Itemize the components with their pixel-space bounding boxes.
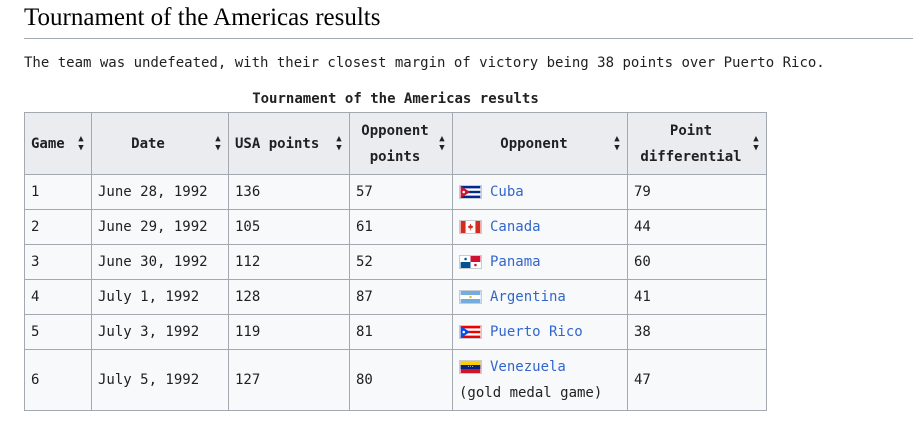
cell-opponent: Canada <box>452 209 628 245</box>
cell-opponent-points: 87 <box>349 279 453 315</box>
cell-opponent: Cuba <box>452 174 628 210</box>
header-row: Game ▲ ▼ Date ▲ ▼ USA points ▲ ▼ Opponent p… <box>24 112 767 175</box>
cell-opponent-points: 57 <box>349 174 453 210</box>
sort-icon[interactable]: ▲ ▼ <box>614 133 620 153</box>
cell-game: 3 <box>24 244 92 280</box>
cell-opponent: Panama <box>452 244 628 280</box>
cell-game: 2 <box>24 209 92 245</box>
results-table: Game ▲ ▼ Date ▲ ▼ USA points ▲ ▼ Opponent p… <box>24 112 767 411</box>
cell-opponent: Argentina <box>452 279 628 315</box>
table-row: 3 June 30, 1992 112 52 Panama 60 <box>24 244 767 280</box>
cell-usa-points: 128 <box>228 279 350 315</box>
sort-icon[interactable]: ▲ ▼ <box>336 133 342 153</box>
cell-date: June 30, 1992 <box>91 244 229 280</box>
intro-paragraph: The team was undefeated, with their clos… <box>24 55 825 71</box>
header-game-label: Game <box>31 135 65 152</box>
cell-opponent: Venezuela (gold medal game) <box>452 349 628 411</box>
cell-game: 5 <box>24 314 92 350</box>
cell-date: June 29, 1992 <box>91 209 229 245</box>
opponent-link[interactable]: Cuba <box>490 184 524 200</box>
cell-date: July 3, 1992 <box>91 314 229 350</box>
puerto-rico-flag-icon <box>459 325 482 339</box>
cell-opponent-points: 61 <box>349 209 453 245</box>
sort-icon[interactable]: ▲ ▼ <box>215 133 221 153</box>
cell-point-differential: 41 <box>627 279 767 315</box>
cell-usa-points: 136 <box>228 174 350 210</box>
cell-point-differential: 38 <box>627 314 767 350</box>
panama-flag-icon <box>459 255 482 269</box>
sort-icon[interactable]: ▲ ▼ <box>439 133 445 153</box>
sort-icon[interactable]: ▲ ▼ <box>78 133 84 153</box>
opponent-link[interactable]: Venezuela <box>490 359 566 375</box>
header-usa-points-label: USA points <box>235 135 320 152</box>
section-heading: Tournament of the Americas results <box>24 2 913 39</box>
canada-flag-icon <box>459 220 482 234</box>
table-row: 2 June 29, 1992 105 61 Canada 44 <box>24 209 767 245</box>
venezuela-flag-icon <box>459 360 482 374</box>
cell-date: July 5, 1992 <box>91 349 229 411</box>
cell-opponent: Puerto Rico <box>452 314 628 350</box>
cell-game: 1 <box>24 174 92 210</box>
sort-icon[interactable]: ▲ ▼ <box>753 133 759 153</box>
cell-opponent-points: 52 <box>349 244 453 280</box>
opponent-link[interactable]: Argentina <box>490 289 566 305</box>
table-caption: Tournament of the Americas results <box>252 91 539 107</box>
table-row: 6 July 5, 1992 127 80 Venezuela (gold me… <box>24 349 767 411</box>
cuba-flag-icon <box>459 185 482 199</box>
header-opponent-points-label: Opponent points <box>361 118 428 170</box>
cell-point-differential: 60 <box>627 244 767 280</box>
header-point-differential-line1: Point <box>669 122 713 139</box>
header-opponent-points-line2: points <box>369 148 421 165</box>
cell-usa-points: 112 <box>228 244 350 280</box>
header-opponent-label: Opponent <box>500 135 568 152</box>
table-row: 1 June 28, 1992 136 57 Cuba 79 <box>24 174 767 210</box>
cell-point-differential: 79 <box>627 174 767 210</box>
cell-point-differential: 44 <box>627 209 767 245</box>
opponent-link[interactable]: Canada <box>490 219 541 235</box>
column-header-game[interactable]: Game ▲ ▼ <box>24 112 92 175</box>
cell-date: July 1, 1992 <box>91 279 229 315</box>
header-date-label: Date <box>131 135 165 152</box>
cell-point-differential: 47 <box>627 349 767 411</box>
cell-usa-points: 105 <box>228 209 350 245</box>
cell-game: 6 <box>24 349 92 411</box>
column-header-usa-points[interactable]: USA points ▲ ▼ <box>228 112 350 175</box>
opponent-note: (gold medal game) <box>459 385 603 401</box>
column-header-date[interactable]: Date ▲ ▼ <box>91 112 229 175</box>
argentina-flag-icon <box>459 290 482 304</box>
header-point-differential-line2: differential <box>640 148 742 165</box>
table-row: 5 July 3, 1992 119 81 Puerto Rico 38 <box>24 314 767 350</box>
column-header-opponent-points[interactable]: Opponent points ▲ ▼ <box>349 112 453 175</box>
cell-opponent-points: 81 <box>349 314 453 350</box>
cell-game: 4 <box>24 279 92 315</box>
cell-usa-points: 127 <box>228 349 350 411</box>
cell-usa-points: 119 <box>228 314 350 350</box>
cell-date: June 28, 1992 <box>91 174 229 210</box>
column-header-point-differential[interactable]: Point differential ▲ ▼ <box>627 112 767 175</box>
table-row: 4 July 1, 1992 128 87 Argentina 41 <box>24 279 767 315</box>
column-header-opponent[interactable]: Opponent ▲ ▼ <box>452 112 628 175</box>
header-point-differential-label: Point differential <box>640 118 741 170</box>
opponent-link[interactable]: Panama <box>490 254 541 270</box>
opponent-link[interactable]: Puerto Rico <box>490 324 583 340</box>
header-opponent-points-line1: Opponent <box>361 122 429 139</box>
cell-opponent-points: 80 <box>349 349 453 411</box>
